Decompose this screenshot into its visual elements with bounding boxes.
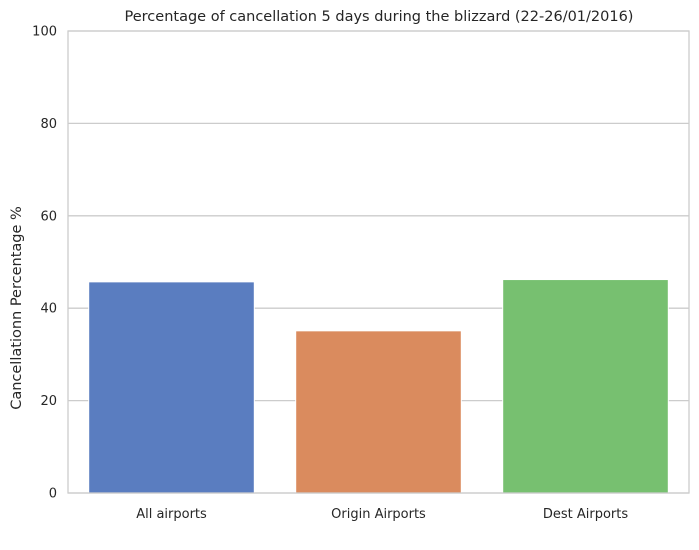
y-tick-label: 60 — [40, 209, 57, 224]
plot-border — [67, 30, 690, 494]
x-axis-ticks: All airports Origin Airports Dest Airports — [136, 507, 628, 522]
x-tick-label: Dest Airports — [543, 507, 629, 522]
y-axis-ticks: 0 20 40 60 80 100 — [32, 25, 57, 502]
plot-frame — [67, 30, 690, 494]
y-tick-label: 80 — [40, 117, 57, 132]
y-tick-label: 40 — [40, 302, 57, 317]
y-axis-label: Cancellationn Percentage % — [9, 206, 25, 410]
x-tick-label: All airports — [136, 507, 207, 522]
bars — [88, 279, 669, 494]
y-tick-label: 20 — [40, 394, 57, 409]
chart-title: Percentage of cancellation 5 days during… — [125, 9, 634, 25]
x-tick-label: Origin Airports — [331, 507, 426, 522]
bar-dest-airports — [502, 279, 669, 494]
y-tick-label: 100 — [32, 25, 57, 40]
bar-all-airports — [88, 281, 255, 494]
bar-origin-airports — [295, 330, 462, 494]
y-tick-label: 0 — [49, 487, 57, 502]
